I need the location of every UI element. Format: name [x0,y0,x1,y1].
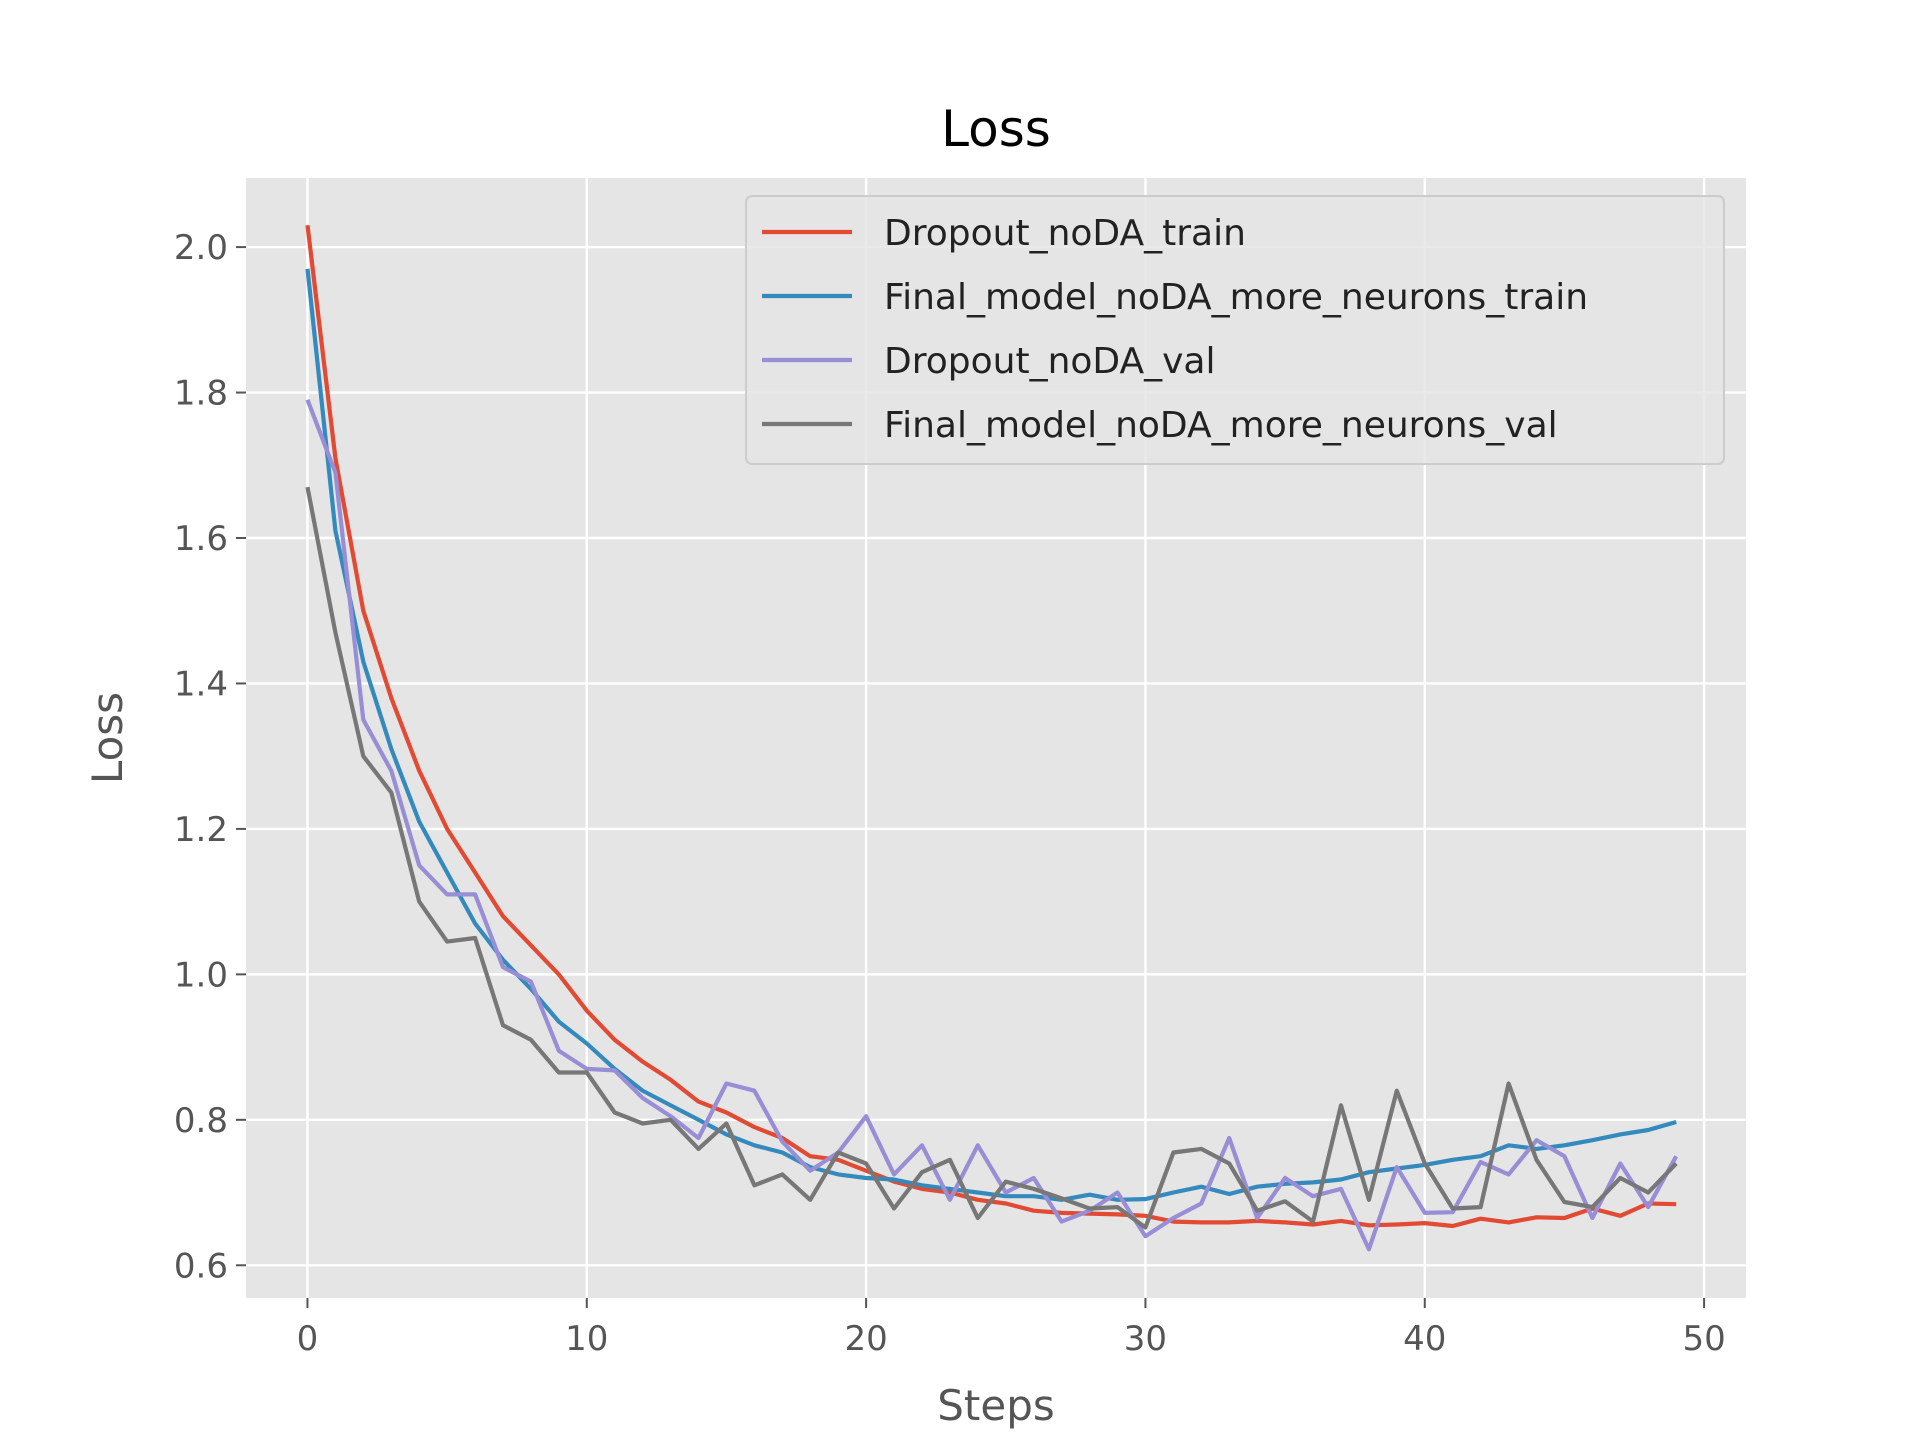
y-axis-ticks: 0.6 0.8 1.0 1.2 1.4 1.6 1.8 2.0 [174,228,246,1286]
series-line-4 [305,486,1678,1230]
legend-label: Final_model_noDA_more_neurons_train [884,277,1588,318]
x-tick-label: 0 [297,1319,319,1359]
legend: Dropout_noDA_train Final_model_noDA_more_… [745,195,1725,465]
y-tick-label: 0.6 [174,1246,228,1286]
series-lines [305,225,1679,1252]
x-tick-label: 50 [1682,1319,1725,1359]
y-tick-label: 1.6 [174,519,228,559]
y-tick-label: 1.4 [174,664,228,704]
x-tick-label: 40 [1403,1319,1446,1359]
series-line-3 [305,399,1679,1252]
y-tick-label: 1.8 [174,374,228,414]
x-tick-label: 10 [565,1319,608,1359]
chart-title: Loss [941,100,1051,158]
x-tick-label: 20 [844,1319,887,1359]
y-axis-label: Loss [83,692,132,784]
y-tick-label: 0.8 [174,1101,228,1141]
legend-label: Dropout_noDA_val [884,341,1216,382]
x-tick-label: 30 [1124,1319,1167,1359]
x-axis-ticks: 0 10 20 30 40 50 [297,1298,1726,1359]
y-tick-label: 1.2 [174,810,228,850]
legend-label: Final_model_noDA_more_neurons_val [884,405,1558,446]
x-axis-label: Steps [937,1381,1055,1430]
y-tick-label: 2.0 [174,228,228,268]
y-tick-label: 1.0 [174,955,228,995]
legend-label: Dropout_noDA_train [884,213,1246,254]
legend-box [745,195,1725,465]
